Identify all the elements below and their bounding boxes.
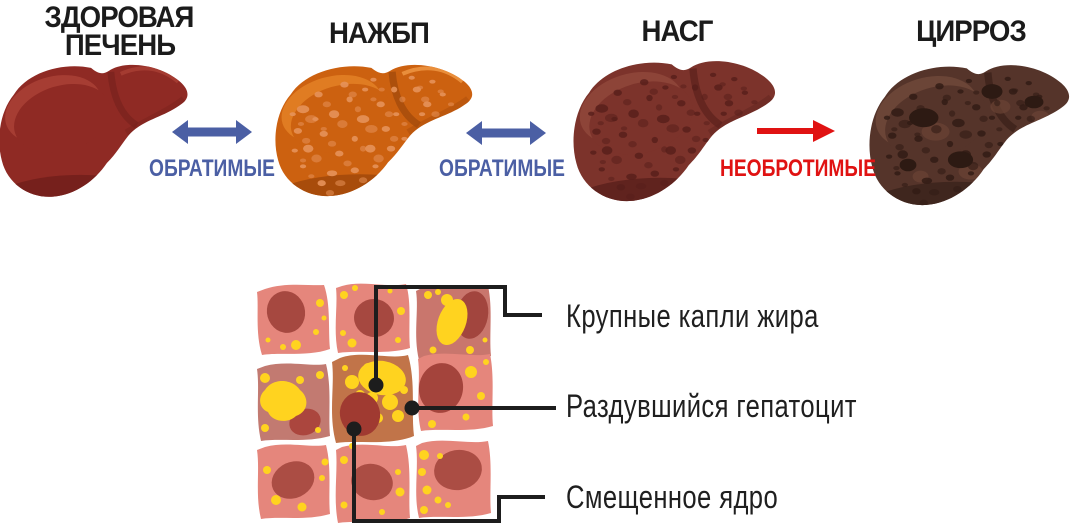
- callout-dot-fat-droplets: [368, 377, 384, 393]
- callout-label-displaced-nucleus: Смещенное ядро: [566, 479, 779, 515]
- reversible-arrow-2: [466, 121, 546, 145]
- cell-r3c2: [335, 443, 410, 523]
- cell-r2c2-ballooned: [332, 354, 414, 443]
- stage-title-healthy-line1: ЗДОРОВАЯ: [44, 1, 195, 34]
- cell-r1c1: [257, 284, 330, 355]
- callout-line-fat-droplets: [374, 285, 542, 385]
- stage-title-cirrhosis: ЦИРРОЗ: [916, 15, 1027, 48]
- cell-r1c3: [416, 285, 491, 360]
- callout-dots: [346, 377, 420, 437]
- reversible-arrow-1: [172, 120, 252, 144]
- stage-title-nafld: НАЖБП: [329, 17, 430, 50]
- cell-r2c3: [418, 353, 493, 431]
- hepatocyte-grid: [257, 283, 493, 523]
- transition-label-reversible-1: ОБРАТИМЫЕ: [149, 155, 275, 182]
- stage-title-healthy-line2: ПЕЧЕНЬ: [64, 29, 176, 62]
- callout-dot-ballooned-hepatocyte: [404, 400, 420, 416]
- callout-dot-displaced-nucleus: [346, 421, 362, 437]
- callout-lines: [352, 285, 556, 523]
- cell-r3c3: [416, 440, 491, 518]
- transition-label-reversible-2: ОБРАТИМЫЕ: [439, 155, 565, 182]
- stage-title-nash: НАСГ: [641, 15, 713, 48]
- cell-r2c1: [257, 363, 330, 441]
- cell-r1c2: [335, 283, 410, 353]
- transition-label-irreversible: НЕОБРОТИМЫЕ: [719, 155, 877, 182]
- irreversible-arrow: [757, 120, 835, 142]
- callout-label-ballooned-hepatocyte: Раздувшийся гепатоцит: [566, 388, 857, 424]
- callout-line-displaced-nucleus: [352, 429, 545, 523]
- cell-r3c1: [257, 444, 330, 519]
- callout-label-fat-droplets: Крупные капли жира: [566, 298, 819, 334]
